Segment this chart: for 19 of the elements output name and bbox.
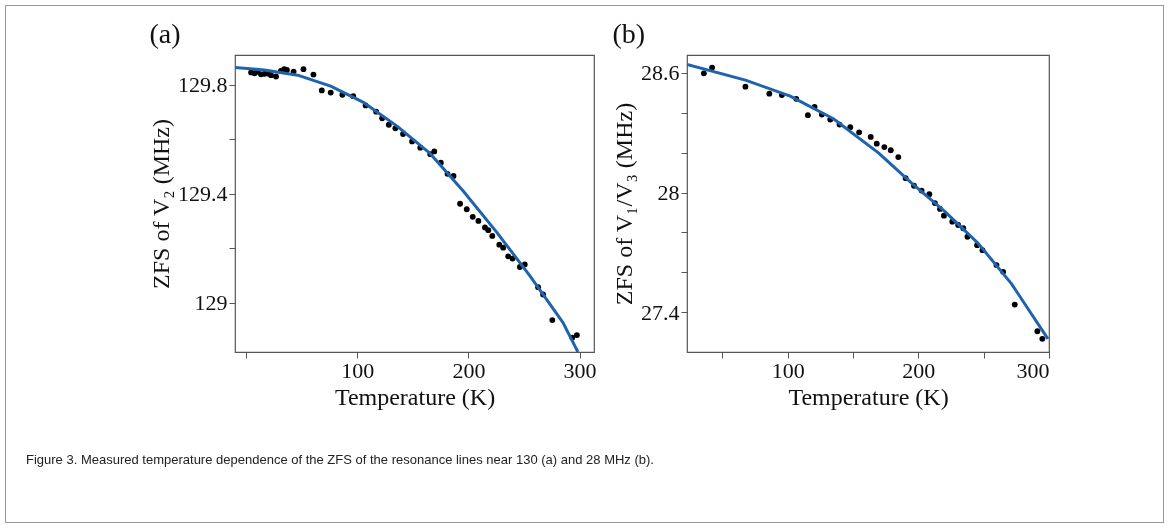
x-axis-title: Temperature (K) <box>334 383 496 410</box>
y-tick-label: 129.8 <box>178 72 228 98</box>
chart-title: (a) <box>149 18 181 49</box>
y-tick-label: 28 <box>657 180 680 206</box>
caption: Figure 3. Measured temperature dependence of the ZFS of the resonance lines near 130 (a) and 28 MHz (b). <box>26 452 654 467</box>
x-tick-label: 200 <box>452 357 486 383</box>
chart-title: (b) <box>612 18 646 49</box>
y-tick-label: 28.6 <box>641 60 680 86</box>
y-axis-title: ZFS of V₂ (MHz) <box>148 119 174 289</box>
y-tick-label: 27.4 <box>641 299 680 325</box>
y-tick-label: 129.4 <box>178 181 228 207</box>
x-tick-label: 300 <box>563 357 597 383</box>
x-tick-label: 300 <box>1016 357 1050 383</box>
x-tick-label: 100 <box>341 357 375 383</box>
x-tick-label: 200 <box>902 357 936 383</box>
y-axis-title: ZFS of V₁/V₃ (MHz) <box>611 102 637 306</box>
y-tick-label: 129 <box>194 290 228 316</box>
x-axis-title: Temperature (K) <box>788 383 949 410</box>
x-tick-label: 100 <box>771 357 805 383</box>
